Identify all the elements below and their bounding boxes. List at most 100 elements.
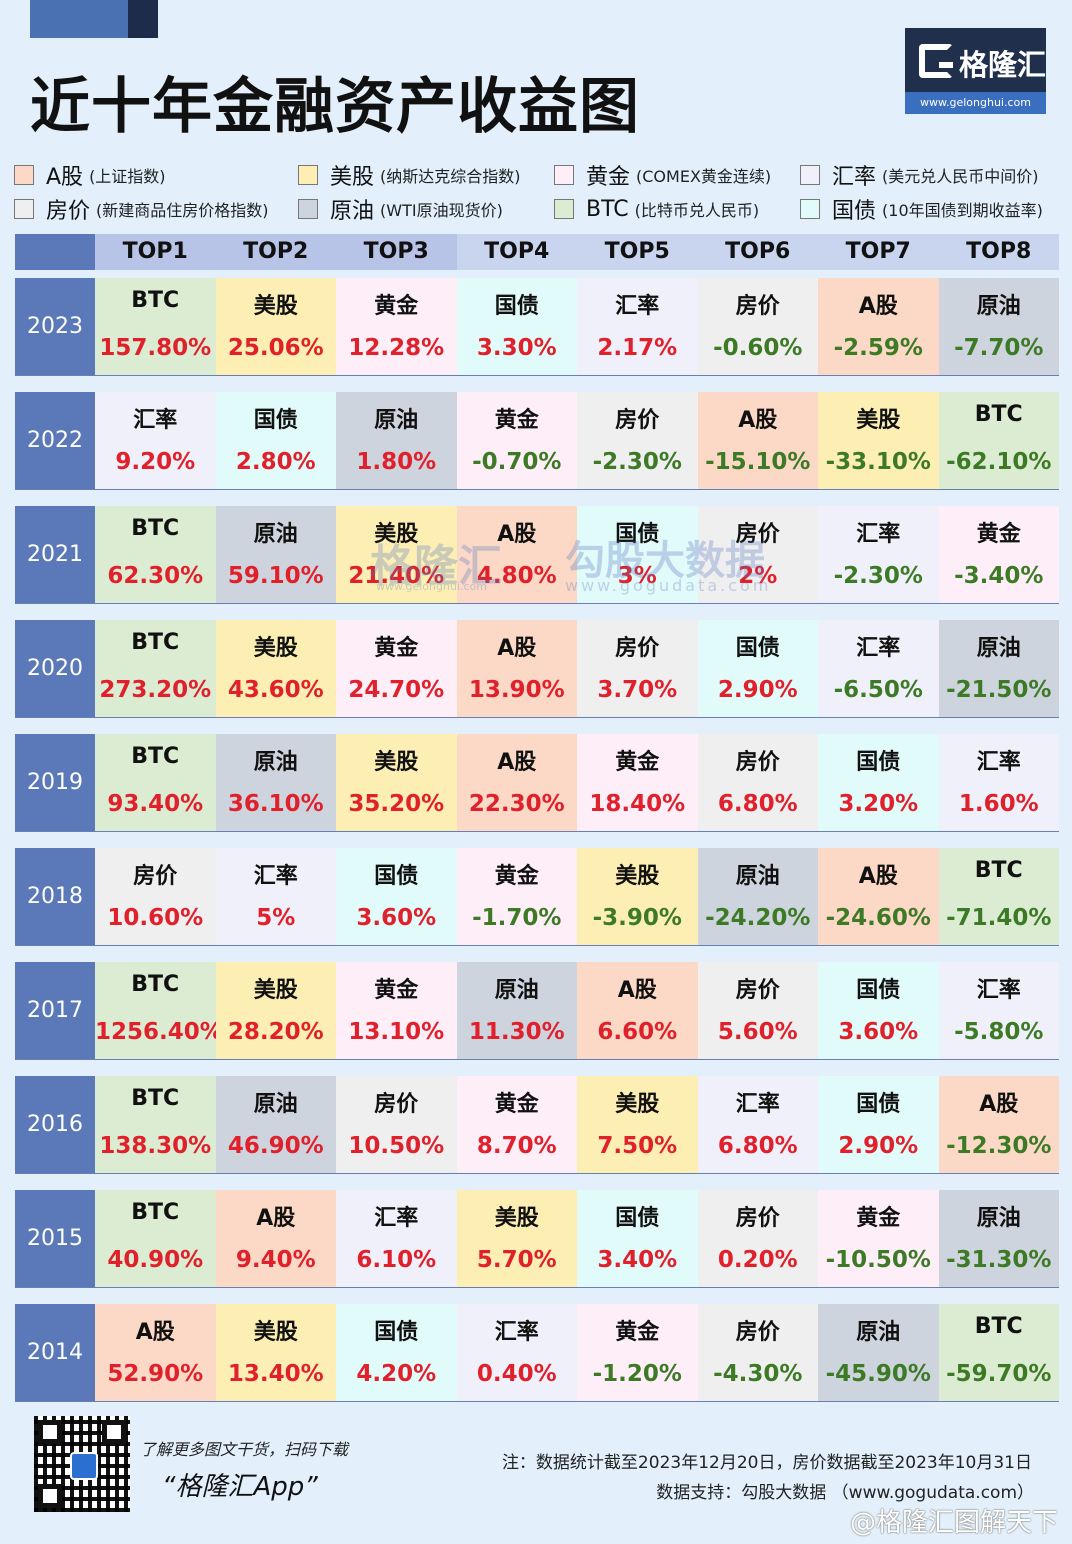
asset-name: 美股 [615,1092,660,1117]
return-value: 2% [738,563,778,589]
asset-name: 汇率 [976,978,1021,1003]
table-cell: BTC 93.40% [95,734,216,831]
table-cell: A股 -15.10% [697,392,818,489]
table-cell: A股 -24.60% [818,848,939,945]
asset-name: 美股 [253,978,298,1003]
asset-name: 美股 [615,864,660,889]
asset-name: 原油 [976,636,1021,661]
asset-name: 国债 [494,294,539,319]
return-value: 7.50% [597,1133,678,1159]
asset-name: 黄金 [494,864,539,889]
table-cell: 原油 -31.30% [938,1190,1059,1287]
return-value: 6.80% [717,1133,798,1159]
header-row: TOP1 TOP2 TOP3 TOP4 TOP5 TOP6 TOP7 TOP8 [15,234,1059,270]
return-value: -12.30% [946,1133,1052,1159]
asset-name: BTC [131,630,180,655]
year-label: 2018 [15,848,95,945]
legend-label: A股 [46,165,84,190]
asset-name: 美股 [374,522,419,547]
legend-item-oil: 原油 (WTI原油现货价) [298,194,503,224]
table-cell: BTC -59.70% [938,1304,1059,1401]
asset-name: BTC [131,744,180,769]
table-cell: 汇率 -6.50% [818,620,939,717]
asset-name: 原油 [976,294,1021,319]
column-header-top1: TOP1 [95,234,216,270]
asset-name: BTC [131,972,180,997]
legend-item-us: 美股 (纳斯达克综合指数) [298,160,521,190]
year-row-2021: 2021 BTC 62.30% 原油 59.10% 美股 21.40% A股 4.80% 国债 3%… [15,506,1059,604]
return-value: 93.40% [107,791,204,817]
return-value: -15.10% [705,449,811,475]
asset-name: 房价 [735,522,780,547]
legend-note: (10年国债到期收益率) [882,201,1043,220]
table-cell: 美股 13.40% [215,1304,336,1401]
table-cell: A股 -2.59% [818,278,939,375]
asset-name: 汇率 [374,1206,419,1231]
asset-name: 美股 [253,636,298,661]
legend-item-house: 房价 (新建商品住房价格指数) [14,194,269,224]
return-value: 6.10% [356,1247,437,1273]
legend-item-btc: BTC (比特币兑人民币) [554,194,759,224]
asset-name: A股 [858,294,898,319]
table-cell: 国债 3.60% [336,848,457,945]
asset-name: 汇率 [735,1092,780,1117]
column-header-top3: TOP3 [336,234,457,270]
return-value: -5.80% [954,1019,1044,1045]
table-cell: 汇率 6.80% [697,1076,818,1173]
table-cell: BTC 273.20% [95,620,216,717]
table-cell: 国债 2.80% [215,392,336,489]
asset-name: 汇率 [494,1320,539,1345]
asset-name: 房价 [735,294,780,319]
return-value: 5% [256,905,296,931]
data-note: 注：数据统计截至2023年12月20日，房价数据截至2023年10月31日 [501,1453,1032,1473]
table-cell: A股 4.80% [456,506,577,603]
table-cell: 汇率 2.17% [577,278,698,375]
asset-name: 原油 [856,1320,901,1345]
table-cell: 黄金 -10.50% [818,1190,939,1287]
return-value: 3.30% [476,335,557,361]
asset-name: BTC [131,1086,180,1111]
asset-name: 国债 [856,1092,901,1117]
return-value: 24.70% [348,677,445,703]
year-row-2018: 2018 房价 10.60% 汇率 5% 国债 3.60% 黄金 -1.70% 美股 -3.90% 原… [15,848,1059,946]
legend-label: 汇率 [832,165,877,190]
legend-label: 国债 [832,199,877,224]
return-value: 3.70% [597,677,678,703]
asset-name: BTC [974,858,1023,883]
asset-name: 黄金 [615,1320,660,1345]
year-row-2014: 2014 A股 52.90% 美股 13.40% 国债 4.20% 汇率 0.40% 黄金 -1.2… [15,1304,1059,1402]
table-cell: 原油 -21.50% [938,620,1059,717]
year-label: 2020 [15,620,95,717]
legend-label: 黄金 [586,165,631,190]
table-cell: 国债 2.90% [818,1076,939,1173]
table-cell: A股 6.60% [577,962,698,1059]
return-value: 62.30% [107,563,204,589]
table-cell: 房价 5.60% [697,962,818,1059]
data-source: 数据支持：勾股大数据 （www.gogudata.com） [656,1483,1034,1503]
asset-name: 国债 [374,1320,419,1345]
return-value: 1.80% [356,449,437,475]
return-value: 3.20% [838,791,919,817]
logo-url: www.gelonghui.com [905,92,1046,114]
asset-name: 汇率 [615,294,660,319]
asset-name: 黄金 [615,750,660,775]
return-value: 3.60% [356,905,437,931]
table-cell: 房价 10.50% [336,1076,457,1173]
return-value: -2.30% [592,449,682,475]
table-cell: 黄金 -3.40% [938,506,1059,603]
qr-code-icon[interactable] [34,1416,130,1512]
legend-swatch [800,165,820,185]
table-cell: A股 -12.30% [938,1076,1059,1173]
table-cell: 汇率 -5.80% [938,962,1059,1059]
return-value: -0.70% [472,449,562,475]
asset-name: A股 [738,408,778,433]
year-label: 2019 [15,734,95,831]
legend-label: 美股 [330,165,375,190]
return-value: -1.70% [472,905,562,931]
table-cell: 房价 2% [697,506,818,603]
return-value: 0.40% [476,1361,557,1387]
column-header-top2: TOP2 [215,234,336,270]
table-cell: 房价 -0.60% [697,278,818,375]
asset-name: 美股 [253,1320,298,1345]
asset-name: 黄金 [856,1206,901,1231]
